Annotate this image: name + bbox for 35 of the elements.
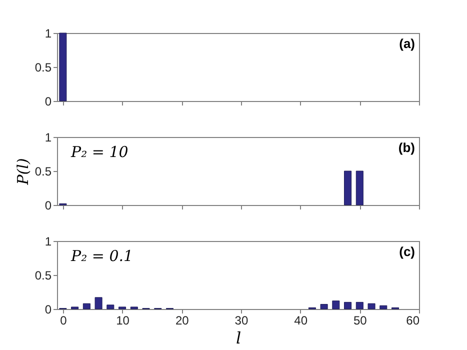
y-tick-label: 1 <box>44 26 52 40</box>
x-tick-label: 30 <box>234 314 248 328</box>
y-axis-title: P(l) <box>14 158 32 186</box>
x-tick-label: 0 <box>60 314 68 328</box>
annotation: (a) <box>399 36 415 51</box>
bar <box>356 302 364 310</box>
bar <box>130 306 138 310</box>
bar <box>344 302 352 310</box>
x-tick-label: 40 <box>294 314 308 328</box>
bar <box>71 306 79 310</box>
bar <box>368 303 376 310</box>
y-tick-label: 0 <box>44 302 52 316</box>
x-tick-label: 20 <box>175 314 190 328</box>
x-axis-title: l <box>236 328 242 348</box>
annotation: P₂ = 10 <box>70 143 129 161</box>
x-tick-label: 50 <box>353 314 368 328</box>
y-tick-label: 0 <box>44 94 52 108</box>
bar <box>320 304 328 310</box>
annotation: (c) <box>399 244 415 259</box>
bar <box>82 303 90 310</box>
annotation: (b) <box>398 140 415 155</box>
y-tick-label: 0.5 <box>34 60 52 74</box>
bar <box>118 306 126 310</box>
bar <box>106 304 114 310</box>
x-tick-label: 10 <box>116 314 130 328</box>
y-tick-label: 1 <box>44 234 52 248</box>
y-tick-label: 0.5 <box>34 268 52 282</box>
y-tick-label: 0.5 <box>34 164 52 178</box>
x-tick-label: 60 <box>406 314 420 328</box>
bar <box>380 305 388 310</box>
bar <box>332 300 340 310</box>
annotation: P₂ = 0.1 <box>70 247 134 265</box>
bar <box>94 297 102 310</box>
y-tick-label: 0 <box>44 198 52 212</box>
y-tick-label: 1 <box>44 130 52 144</box>
